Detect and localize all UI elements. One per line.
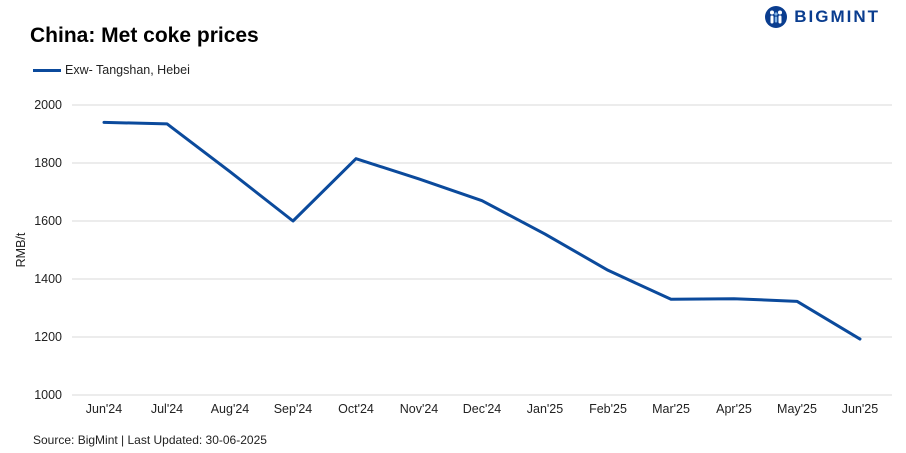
x-tick-label: Aug'24 [211,402,250,416]
x-tick-label: Nov'24 [400,402,439,416]
y-tick-label: 2000 [34,98,62,112]
legend-swatch [33,68,61,72]
series-line [102,120,862,341]
brand-logo: BIGMINT [764,5,880,29]
series-group [102,120,862,341]
x-axis-ticks: Jun'24 Jul'24 Aug'24 Sep'24 Oct'24 Nov'24 Dec'… [86,402,878,416]
x-tick-label: Apr'25 [716,402,752,416]
x-tick-label: Dec'24 [463,402,502,416]
y-tick-label: 1000 [34,388,62,402]
y-axis-label: RMB/t [14,232,28,267]
x-tick-label: Jun'24 [86,402,122,416]
x-tick-label: Mar'25 [652,402,690,416]
y-axis-ticks: 1000 1200 1400 1600 1800 2000 [34,98,62,402]
x-tick-label: Sep'24 [274,402,313,416]
x-tick-label: Jun'25 [842,402,878,416]
chart-legend: Exw- Tangshan, Hebei [33,63,190,77]
brand-name: BIGMINT [794,7,880,26]
bigmint-logo-icon [765,6,788,28]
x-tick-label: Feb'25 [589,402,627,416]
gridlines [72,104,892,396]
y-tick-label: 1800 [34,156,62,170]
x-tick-label: Oct'24 [338,402,374,416]
chart-title: China: Met coke prices [30,24,259,47]
legend-label: Exw- Tangshan, Hebei [65,63,190,77]
x-tick-label: Jan'25 [527,402,563,416]
x-tick-label: May'25 [777,402,817,416]
y-tick-label: 1600 [34,214,62,228]
x-tick-label: Jul'24 [151,402,183,416]
y-tick-label: 1400 [34,272,62,286]
source-note: Source: BigMint | Last Updated: 30-06-20… [33,433,267,447]
y-tick-label: 1200 [34,330,62,344]
